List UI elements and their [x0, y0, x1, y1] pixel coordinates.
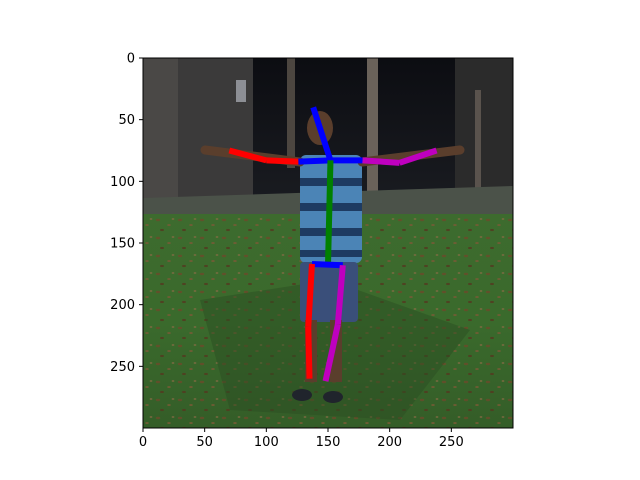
x-axis: 0 50 100 150 200 250 — [139, 428, 464, 450]
person-sandal — [292, 389, 312, 401]
y-tick-label: 250 — [110, 360, 135, 375]
limb-r_shoulder-neck — [298, 157, 331, 165]
y-tick-label: 150 — [110, 237, 135, 252]
person-sandal — [323, 391, 343, 403]
y-tick-label: 100 — [110, 175, 135, 190]
x-tick-label: 200 — [377, 435, 402, 450]
limb-r_wrist-r_elbow — [228, 147, 268, 164]
y-axis: 0 50 100 150 200 250 — [110, 52, 143, 375]
building-right — [455, 58, 513, 198]
limb-l_shoulder-l_elbow — [362, 157, 400, 166]
y-tick-label: 50 — [118, 113, 135, 128]
limb-l_knee-l_ankle — [322, 323, 341, 382]
x-tick-label: 100 — [254, 435, 279, 450]
limb-l_hip-l_knee — [334, 264, 346, 325]
building-column — [143, 58, 178, 206]
x-tick-label: 250 — [439, 435, 464, 450]
y-tick-label: 200 — [110, 298, 135, 313]
x-tick-label: 150 — [316, 435, 341, 450]
tree-trunk — [367, 58, 378, 198]
limb-head_top-neck — [310, 106, 334, 162]
limb-r_hip-l_hip — [311, 260, 343, 269]
tree-trunk — [287, 58, 295, 168]
limb-r_knee-r_ankle — [305, 326, 313, 379]
y-tick-label: 0 — [127, 52, 135, 67]
x-tick-label: 50 — [196, 435, 213, 450]
limb-l_elbow-l_wrist — [398, 147, 438, 166]
x-tick-label: 0 — [139, 435, 147, 450]
limb-r_hip-r_knee — [305, 263, 315, 328]
limb-r_elbow-r_shoulder — [266, 157, 299, 165]
pose-skeleton — [228, 106, 438, 382]
limb-neck-pelvis — [325, 160, 334, 266]
tree-trunk — [475, 90, 481, 190]
building-window — [236, 80, 246, 102]
